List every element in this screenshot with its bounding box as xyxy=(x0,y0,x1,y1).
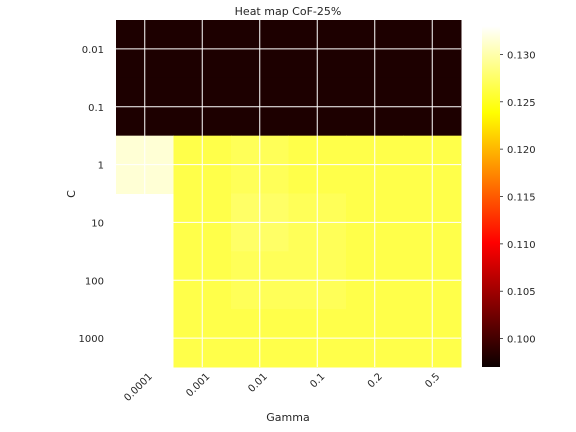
x-axis-label: Gamma xyxy=(266,411,309,424)
heatmap-cells xyxy=(116,20,462,368)
chart-title: Heat map CoF-25% xyxy=(235,5,342,18)
x-tick-labels: 0.0001 0.001 0.01 0.1 0.2 0.5 xyxy=(122,371,442,404)
y-tick-label: 0.1 xyxy=(88,103,104,114)
y-axis-label: C xyxy=(65,190,78,198)
grid-lines xyxy=(116,20,461,367)
x-tick-label: 0.0001 xyxy=(122,371,155,404)
x-tick-label: 0.1 xyxy=(308,371,327,390)
y-tick-label: 100 xyxy=(85,276,104,287)
y-tick-labels: 0.01 0.1 1 10 100 1000 xyxy=(79,45,104,345)
y-tick-label: 1000 xyxy=(79,334,104,345)
y-tick-label: 0.01 xyxy=(82,45,104,56)
colorbar-tick-label: 0.130 xyxy=(507,50,536,61)
colorbar-tick-label: 0.125 xyxy=(507,98,536,109)
colorbar-tick-label: 0.100 xyxy=(507,335,536,346)
colorbar xyxy=(482,26,500,367)
colorbar-tick-labels: 0.100 0.105 0.110 0.115 0.120 0.125 0.130 xyxy=(500,50,536,346)
x-tick-label: 0.5 xyxy=(423,371,442,390)
x-tick-label: 0.2 xyxy=(366,371,385,390)
colorbar-tick-label: 0.105 xyxy=(507,287,536,298)
y-tick-label: 10 xyxy=(91,218,104,229)
colorbar-tick-label: 0.110 xyxy=(507,240,536,251)
y-tick-label: 1 xyxy=(98,161,104,172)
x-tick-label: 0.001 xyxy=(184,371,212,399)
x-tick-label: 0.01 xyxy=(246,371,270,395)
colorbar-tick-label: 0.115 xyxy=(507,193,536,204)
colorbar-tick-label: 0.120 xyxy=(507,145,536,156)
